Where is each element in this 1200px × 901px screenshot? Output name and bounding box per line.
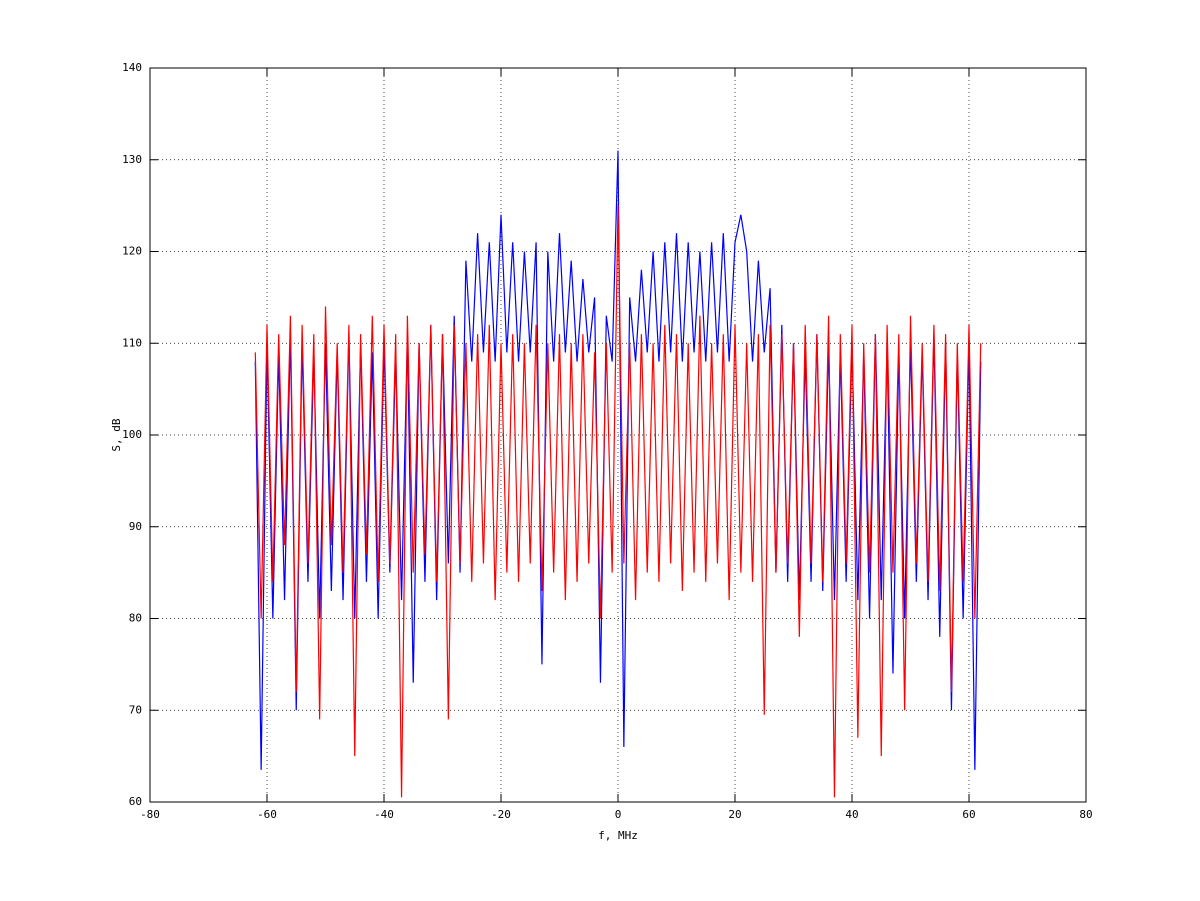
x-tick-label: 20	[728, 808, 741, 821]
y-tick-label: 60	[129, 795, 142, 808]
x-axis-label: f, MHz	[598, 829, 638, 842]
y-tick-label: 120	[122, 245, 142, 258]
x-tick-label: -40	[374, 808, 394, 821]
y-tick-label: 70	[129, 703, 142, 716]
y-tick-label: 80	[129, 612, 142, 625]
series-line	[254, 150, 982, 770]
y-tick-label: 90	[129, 520, 142, 533]
x-tick-label: -20	[491, 808, 511, 821]
x-tick-label: 0	[615, 808, 622, 821]
y-tick-label: 110	[122, 336, 142, 349]
y-axis-label: S, dB	[110, 418, 123, 451]
series-line	[254, 205, 982, 798]
y-tick-label: 100	[122, 428, 142, 441]
x-tick-label: 80	[1079, 808, 1092, 821]
plot-lines	[254, 150, 982, 798]
x-tick-label: -80	[140, 808, 160, 821]
y-tick-label: 130	[122, 153, 142, 166]
x-tick-label: 60	[962, 808, 975, 821]
x-tick-label: 40	[845, 808, 858, 821]
y-tick-label: 140	[122, 61, 142, 74]
x-tick-label: -60	[257, 808, 277, 821]
